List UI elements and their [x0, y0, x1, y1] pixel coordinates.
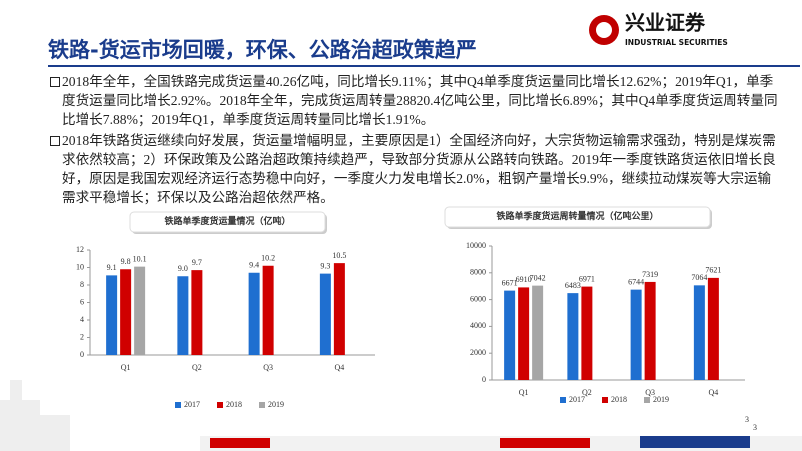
legend-label: 2017 — [569, 395, 585, 404]
x-tick-label: Q3 — [645, 388, 655, 397]
logo-mark — [596, 22, 612, 38]
chart-title-box — [444, 206, 711, 228]
bar — [532, 285, 544, 380]
bar — [504, 290, 516, 380]
x-tick-label: Q4 — [708, 388, 718, 397]
footer-bars — [200, 436, 802, 451]
y-tick-label: 4000 — [470, 321, 486, 330]
value-label: 10.2 — [261, 254, 275, 263]
value-label: 9.4 — [249, 261, 259, 270]
legend-label: 2019 — [268, 400, 284, 409]
legend-swatch — [175, 402, 181, 408]
value-label: 7621 — [705, 266, 721, 275]
y-tick-label: 6000 — [470, 294, 486, 303]
slide-title: 铁路-货运市场回暖，环保、公路治超政策趋严 — [48, 38, 477, 62]
bar — [262, 265, 274, 355]
y-tick-label: 0 — [80, 350, 84, 359]
bar — [177, 276, 189, 355]
x-tick-label: Q4 — [334, 363, 344, 372]
bar — [567, 293, 579, 380]
bar — [581, 286, 593, 380]
legend-label: 2017 — [184, 400, 200, 409]
y-tick-label: 10 — [76, 262, 84, 271]
logo-cn: 兴业证券 — [625, 11, 706, 35]
value-label: 7042 — [530, 273, 546, 282]
legend-label: 2018 — [226, 400, 242, 409]
legend-swatch — [644, 397, 650, 403]
y-tick-label: 2 — [80, 332, 84, 341]
chart-title: 铁路单季度货运周转量情况（亿吨公里） — [496, 210, 658, 221]
bar — [134, 266, 146, 355]
chart-title-box — [129, 211, 326, 233]
value-label: 6671 — [502, 278, 518, 287]
x-tick-label: Q2 — [582, 388, 592, 397]
value-label: 9.8 — [121, 257, 131, 266]
value-label: 6483 — [565, 281, 581, 290]
chart-title: 铁路单季度货运量情况（亿吨） — [164, 215, 290, 226]
bar — [518, 287, 530, 380]
value-label: 10.5 — [332, 251, 346, 260]
legend-swatch — [602, 397, 608, 403]
bar — [630, 289, 642, 380]
value-label: 9.0 — [178, 264, 188, 273]
x-tick-label: Q1 — [519, 388, 529, 397]
x-tick-label: Q3 — [263, 363, 273, 372]
bar — [707, 277, 719, 380]
y-tick-label: 0 — [482, 375, 486, 384]
legend-swatch — [560, 397, 566, 403]
x-tick-label: Q2 — [192, 363, 202, 372]
value-label: 9.7 — [192, 258, 202, 267]
value-label: 7064 — [691, 273, 707, 282]
page-number: 3 — [745, 415, 749, 424]
value-label: 7319 — [642, 270, 658, 279]
value-label: 9.1 — [107, 263, 117, 272]
legend-label: 2019 — [653, 395, 669, 404]
bar — [106, 275, 118, 355]
y-tick-label: 2000 — [470, 348, 486, 357]
legend-swatch — [217, 402, 223, 408]
y-tick-label: 6 — [80, 297, 84, 306]
bar — [120, 269, 132, 355]
bar — [319, 273, 331, 355]
value-label: 6744 — [628, 277, 644, 286]
bar — [644, 281, 656, 380]
value-label: 6910 — [516, 275, 532, 284]
bar — [693, 285, 705, 380]
value-label: 6971 — [579, 274, 595, 283]
y-tick-label: 10000 — [466, 241, 486, 250]
page-number: 3 — [753, 423, 757, 432]
bar — [248, 272, 260, 355]
bullet: 2018年全年，全国铁路完成货运量40.26亿吨，同比增长9.11%；其中Q4单… — [50, 72, 782, 129]
y-tick-label: 12 — [76, 245, 84, 254]
bar — [191, 270, 203, 355]
bullet: 2018年铁路货运继续向好发展，货运量增幅明显，主要原因是1）全国经济向好，大宗… — [50, 131, 782, 207]
value-label: 9.3 — [320, 261, 330, 270]
y-tick-label: 8000 — [470, 268, 486, 277]
legend-label: 2018 — [611, 395, 627, 404]
bar — [333, 263, 345, 355]
y-tick-label: 4 — [80, 315, 84, 324]
legend-swatch — [259, 402, 265, 408]
skyline — [0, 380, 70, 451]
value-label: 10.1 — [133, 254, 147, 263]
y-tick-label: 8 — [80, 280, 84, 289]
logo-en: INDUSTRIAL SECURITIES — [625, 38, 728, 47]
x-tick-label: Q1 — [121, 363, 131, 372]
